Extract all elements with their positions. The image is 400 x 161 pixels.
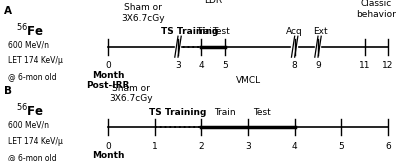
Text: 3: 3 — [245, 142, 251, 151]
Text: LET 174 KeV/μ: LET 174 KeV/μ — [8, 137, 63, 146]
Text: Sham or
3X6.7cGy: Sham or 3X6.7cGy — [121, 3, 165, 23]
Text: Test: Test — [212, 27, 230, 36]
Text: Ext: Ext — [313, 27, 328, 36]
Text: 9: 9 — [315, 61, 321, 70]
Text: A: A — [4, 6, 12, 16]
Text: $^{56}$Fe: $^{56}$Fe — [16, 23, 44, 39]
Text: Month
Post-IRR: Month Post-IRR — [86, 71, 130, 90]
Text: 2: 2 — [198, 142, 204, 151]
Text: @ 6-mon old: @ 6-mon old — [8, 72, 57, 81]
Text: B: B — [4, 86, 12, 96]
Text: 3: 3 — [175, 61, 181, 70]
Text: 600 MeV/n: 600 MeV/n — [8, 40, 49, 49]
Text: 5: 5 — [338, 142, 344, 151]
Text: 600 MeV/n: 600 MeV/n — [8, 121, 49, 130]
Text: Train: Train — [196, 27, 218, 36]
Text: Classic
behavior: Classic behavior — [356, 0, 396, 19]
Text: 8: 8 — [292, 61, 298, 70]
Text: @ 6-mon old: @ 6-mon old — [8, 153, 57, 161]
Text: 0: 0 — [105, 61, 111, 70]
Text: LET 174 KeV/μ: LET 174 KeV/μ — [8, 56, 63, 65]
Text: Test: Test — [253, 108, 271, 117]
Text: Sham or
3X6.7cGy: Sham or 3X6.7cGy — [110, 84, 153, 103]
Text: 4: 4 — [292, 142, 298, 151]
Text: LDR: LDR — [204, 0, 222, 5]
Text: 12: 12 — [382, 61, 394, 70]
Text: 4: 4 — [198, 61, 204, 70]
Text: TS Training: TS Training — [149, 108, 207, 117]
Text: 6: 6 — [385, 142, 391, 151]
Text: 11: 11 — [359, 61, 370, 70]
Text: Train: Train — [214, 108, 236, 117]
Text: VMCL: VMCL — [236, 76, 260, 85]
Text: 5: 5 — [222, 61, 228, 70]
Text: 1: 1 — [152, 142, 158, 151]
Text: TS Training: TS Training — [161, 27, 218, 36]
Text: 0: 0 — [105, 142, 111, 151]
Text: $^{56}$Fe: $^{56}$Fe — [16, 103, 44, 120]
Text: Month
Post-IRR: Month Post-IRR — [86, 151, 130, 161]
Text: Acq: Acq — [286, 27, 303, 36]
